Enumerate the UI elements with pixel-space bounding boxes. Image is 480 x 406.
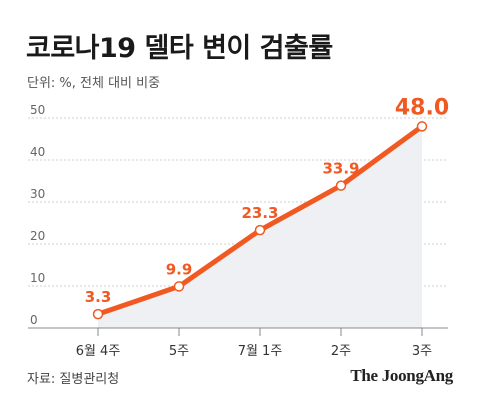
data-point bbox=[173, 281, 185, 292]
y-tick-label: 10 bbox=[30, 271, 45, 285]
data-point bbox=[335, 180, 347, 191]
x-tick-label: 5주 bbox=[169, 344, 189, 359]
data-labels: 3.3 9.9 23.3 33.9 48.0 bbox=[85, 95, 449, 306]
y-tick-label: 40 bbox=[30, 145, 45, 159]
x-tick-label: 2주 bbox=[331, 344, 351, 359]
data-label: 23.3 bbox=[241, 204, 278, 222]
y-tick-label: 50 bbox=[30, 103, 45, 117]
x-tick-labels: 6월 4주 5주 7월 1주 2주 3주 bbox=[76, 344, 432, 359]
area-fill-layer bbox=[98, 126, 422, 329]
y-tick-label: 20 bbox=[30, 229, 45, 243]
x-axis bbox=[28, 327, 448, 336]
data-label: 33.9 bbox=[322, 160, 359, 178]
area-fill bbox=[98, 126, 422, 329]
y-tick-label: 30 bbox=[30, 187, 45, 201]
y-tick-label: 0 bbox=[30, 313, 38, 327]
data-point bbox=[92, 308, 104, 320]
data-label: 9.9 bbox=[166, 260, 193, 278]
data-point bbox=[254, 224, 266, 236]
chart-title: 코로나19 델타 변이 검출률 bbox=[26, 33, 333, 64]
chart-subtitle: 단위: %, 전체 대비 비중 bbox=[27, 76, 161, 91]
data-points bbox=[92, 121, 428, 320]
x-tick-label: 3주 bbox=[412, 344, 432, 359]
source-note: 자료: 질병관리청 bbox=[27, 372, 120, 387]
x-tick-label: 7월 1주 bbox=[238, 344, 283, 359]
publisher-logo: The JoongAng bbox=[350, 366, 453, 385]
y-tick-labels: 0 10 20 30 40 50 bbox=[30, 103, 45, 327]
data-label: 3.3 bbox=[85, 288, 112, 306]
x-tick-label: 6월 4주 bbox=[76, 344, 121, 359]
data-label: 48.0 bbox=[395, 95, 449, 120]
data-point bbox=[416, 121, 428, 132]
